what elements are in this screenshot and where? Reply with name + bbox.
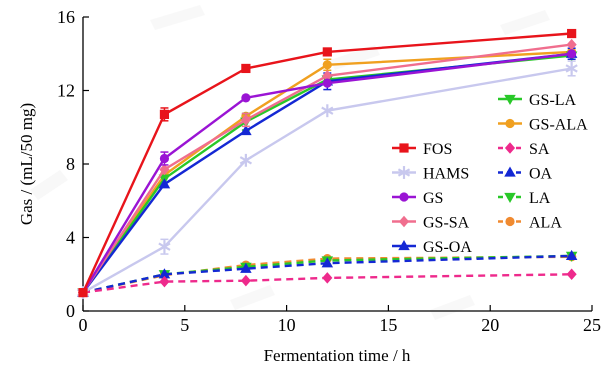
legend-marker-gs-oa [398, 240, 410, 251]
data-point-oa [158, 268, 171, 279]
legend-label: SA [529, 141, 550, 158]
data-point-hams [158, 240, 171, 254]
legend-marker-gs-la [504, 94, 516, 105]
legend-label: GS-SA [423, 215, 470, 232]
data-point-fos [159, 109, 170, 119]
legend-label: LA [529, 190, 551, 207]
y-axis-ticks: 0 4 8 12 16 [57, 7, 89, 321]
legend-marker-hams [397, 166, 411, 179]
series-line-oa [82, 254, 572, 294]
legend-entry-sa: SA [498, 141, 550, 158]
legend-label: ALA [529, 215, 562, 232]
series-fos [78, 28, 577, 298]
y-axis-label: Gas / (mL/50 mg) [17, 103, 36, 225]
legend-label: GS-OA [423, 239, 472, 256]
legend-marker-gs [399, 192, 409, 202]
legend-entry-gs-la: GS-LA [498, 92, 577, 109]
legend-entry-gs: GS [392, 190, 443, 207]
data-point-hams [239, 153, 253, 167]
legend-marker-fos [399, 143, 409, 153]
legend-marker-gs-ala [505, 118, 515, 129]
legend-entry-gs-sa: GS-SA [392, 215, 470, 232]
x-axis-ticks: 0 5 10 15 20 25 [79, 305, 601, 335]
data-point-gs [567, 49, 577, 59]
y-tick-label: 8 [66, 154, 75, 174]
data-point-gs-sa [566, 38, 577, 51]
legend-entry-gs-oa: GS-OA [392, 239, 472, 256]
x-tick-label: 0 [79, 315, 88, 335]
data-point-gs [241, 93, 251, 103]
y-tick-label: 12 [57, 81, 75, 101]
data-point-gs-sa [240, 114, 251, 126]
data-point-hams [565, 62, 578, 75]
series-line-sa [82, 273, 572, 294]
axes: 0 5 10 15 20 25 0 4 8 12 16 [57, 7, 601, 335]
data-point-oa [565, 249, 578, 261]
background-watermark [30, 5, 550, 320]
data-point-gs [322, 78, 332, 88]
data-point-sa [240, 274, 251, 287]
x-tick-label: 25 [583, 315, 601, 335]
legend-marker-sa [504, 142, 516, 154]
legend-entry-ala: ALA [498, 215, 562, 232]
x-tick-label: 10 [278, 315, 296, 335]
legend-marker-la [504, 192, 516, 203]
data-point-hams [321, 104, 334, 118]
data-point-sa [159, 275, 170, 288]
data-point-sa [322, 272, 333, 284]
data-point-oa [240, 262, 252, 273]
legend-entry-la: LA [498, 190, 551, 207]
x-tick-label: 5 [180, 315, 189, 335]
data-point-gs-sa [322, 70, 333, 82]
data-point-gs-oa [240, 124, 252, 136]
x-tick-label: 20 [481, 315, 499, 335]
legend-marker-oa [504, 166, 516, 177]
legend-marker-ala [505, 216, 515, 227]
data-point-fos [241, 63, 251, 74]
y-tick-label: 4 [66, 228, 75, 248]
data-point-gs [159, 153, 170, 164]
legend-entry-fos: FOS [392, 141, 452, 158]
x-tick-label: 15 [379, 315, 397, 335]
data-point-sa [566, 268, 577, 280]
legend-marker-gs-sa [398, 215, 410, 228]
legend-label: HAMS [423, 166, 469, 183]
legend: FOS HAMS GS GS-SA GS-OA GS-LA GS-ALA SA OA LA ALA [392, 92, 588, 256]
legend-entry-hams: HAMS [392, 166, 469, 183]
y-tick-label: 16 [57, 7, 75, 27]
data-point-gs-oa [158, 178, 171, 189]
legend-label: FOS [423, 141, 452, 158]
legend-entry-oa: OA [498, 166, 553, 183]
series-sa [77, 268, 577, 299]
data-point-fos [322, 47, 332, 57]
legend-label: GS-LA [529, 92, 577, 109]
data-point-fos [78, 288, 88, 298]
data-point-fos [567, 28, 577, 39]
legend-entry-gs-ala: GS-ALA [498, 117, 588, 134]
series-line-la [82, 254, 572, 294]
y-tick-label: 0 [66, 301, 75, 321]
x-axis-label: Fermentation time / h [264, 346, 411, 365]
data-point-gs-sa [159, 163, 170, 176]
legend-label: GS-ALA [529, 117, 588, 134]
legend-label: OA [529, 166, 553, 183]
legend-label: GS [423, 190, 443, 207]
series-layer [76, 28, 578, 300]
data-point-oa [321, 257, 334, 268]
data-point-gs-ala [322, 60, 332, 70]
